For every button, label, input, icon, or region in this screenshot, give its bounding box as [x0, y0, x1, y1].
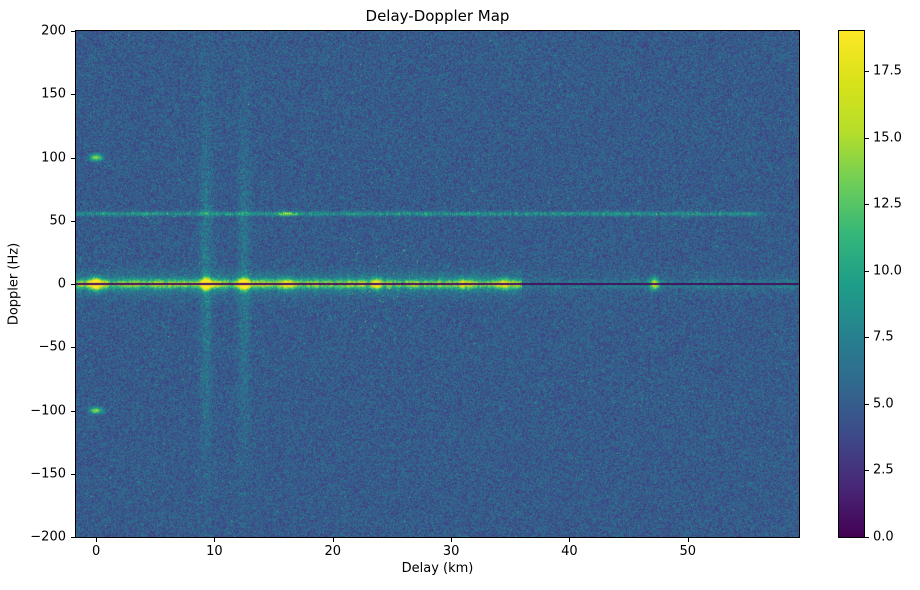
- x-tick-label: 30: [442, 544, 460, 559]
- y-tick-label: 100: [41, 150, 66, 165]
- colorbar-tick-label: 12.5: [873, 196, 902, 212]
- heatmap-canvas: [76, 31, 799, 537]
- y-tick-mark: [71, 347, 75, 349]
- plot-area: [75, 30, 800, 538]
- y-tick-label: −100: [30, 403, 66, 418]
- x-tick-label: 40: [561, 544, 578, 559]
- colorbar-ticks: 0.0 2.5 5.0 7.5 10.0 12.5 15.0 17.5: [865, 30, 919, 544]
- colorbar-tick-mark: [865, 337, 869, 339]
- colorbar-tick-mark: [865, 204, 869, 206]
- x-tick-label: 50: [679, 544, 697, 559]
- y-tick-mark: [71, 157, 75, 159]
- y-tick-label: 150: [41, 86, 66, 102]
- x-tick-mark: [569, 538, 571, 542]
- x-tick-mark: [214, 538, 216, 542]
- colorbar-tick-label: 15.0: [873, 130, 902, 146]
- y-tick-mark: [71, 537, 75, 538]
- colorbar-tick-mark: [865, 137, 869, 139]
- colorbar-tick-label: 17.5: [873, 63, 902, 79]
- y-tick-mark: [71, 31, 75, 32]
- x-tick-label: 0: [91, 544, 101, 559]
- colorbar: [838, 30, 865, 538]
- y-tick-mark: [71, 284, 75, 285]
- x-tick-mark: [96, 538, 98, 542]
- y-tick-label: 0: [57, 276, 66, 292]
- y-tick-label: 200: [41, 23, 66, 39]
- y-tick-label: −150: [30, 466, 66, 482]
- x-tick-mark: [451, 538, 453, 542]
- y-tick-mark: [71, 220, 75, 222]
- colorbar-tick-label: 0.0: [873, 529, 894, 545]
- colorbar-tick-mark: [865, 537, 869, 538]
- y-tick-mark: [71, 94, 75, 96]
- colorbar-tick-label: 10.0: [873, 263, 902, 279]
- x-tick-label: 10: [206, 544, 223, 559]
- y-tick-label: −50: [38, 339, 66, 355]
- colorbar-tick-label: 7.5: [873, 329, 894, 345]
- y-tick-mark: [71, 473, 75, 475]
- colorbar-tick-label: 5.0: [873, 396, 894, 412]
- y-tick-label: 50: [49, 213, 66, 229]
- y-tick-label: −200: [30, 529, 66, 545]
- colorbar-tick-mark: [865, 470, 869, 472]
- chart-title: Delay-Doppler Map: [365, 7, 510, 25]
- y-tick-mark: [71, 410, 75, 412]
- y-axis-ticks: 200 150 100 50 0 −50 −100 −150 −200: [0, 25, 75, 544]
- x-tick-mark: [687, 538, 689, 542]
- colorbar-tick-label: 2.5: [873, 462, 894, 478]
- colorbar-tick-mark: [865, 270, 869, 272]
- colorbar-tick-mark: [865, 70, 869, 72]
- colorbar-canvas: [839, 31, 864, 537]
- x-tick-label: 20: [324, 544, 342, 559]
- colorbar-tick-mark: [865, 403, 869, 405]
- x-tick-mark: [332, 538, 334, 542]
- x-axis-ticks: 0 10 20 30 40 50: [75, 538, 800, 566]
- x-axis-label: Delay (km): [401, 561, 474, 576]
